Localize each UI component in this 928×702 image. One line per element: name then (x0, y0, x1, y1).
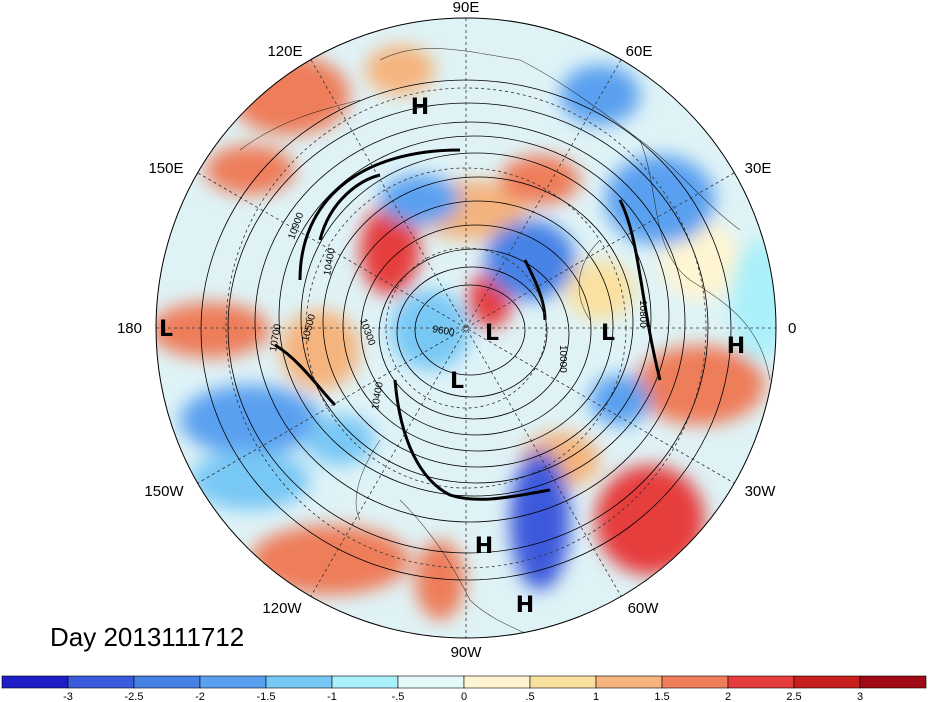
day-title: Day 2013111712 (50, 622, 244, 652)
colorbar-tick-label: -3 (63, 691, 73, 702)
colorbar-tick-label: 3 (857, 691, 863, 702)
colorbar-tick-label: 0 (461, 691, 467, 702)
colorbar-box (595, 675, 663, 689)
colorbar-box (727, 675, 795, 689)
high-pressure-label: H (516, 593, 534, 618)
colorbar-box (265, 675, 333, 689)
colorbar-box (397, 675, 465, 689)
lon-label-90w: 90W (451, 644, 483, 661)
colorbar-tick-label: .5 (525, 691, 534, 702)
colorbar-box (67, 675, 135, 689)
lon-label-30w: 30W (745, 483, 777, 500)
colorbar-box (199, 675, 267, 689)
colorbar-tick-label: 2 (725, 691, 731, 702)
colorbar-tick-label: 1.5 (654, 691, 669, 702)
colorbar-box (661, 675, 729, 689)
low-pressure-label: L (159, 317, 173, 342)
colorbar-tick-label: -.5 (392, 691, 405, 702)
colorbar-box (1, 675, 69, 689)
high-pressure-label: H (475, 534, 493, 559)
lon-label-150w: 150W (144, 483, 184, 500)
anomaly-field (156, 18, 776, 638)
colorbar-tick-label: 2.5 (786, 691, 801, 702)
contour-label: 10000 (557, 345, 568, 373)
lon-label-60e: 60E (626, 43, 653, 60)
lon-label-180: 180 (117, 320, 142, 337)
graticule (156, 18, 776, 638)
lon-label-150e: 150E (148, 160, 183, 177)
low-pressure-label: L (485, 321, 499, 346)
colorbar-box (463, 675, 531, 689)
contour-label: 10400 (370, 381, 386, 411)
colorbar-box (859, 675, 927, 689)
colorbar-box (331, 675, 399, 689)
contour-label: 10400 (322, 247, 338, 277)
coastlines (239, 48, 771, 638)
lon-label-120w: 120W (262, 600, 302, 617)
colorbar: -3 -2.5 -2 -1.5 -1 -.5 0 .5 1 1.5 2 2.5 3 (1, 675, 927, 702)
colorbar-box (133, 675, 201, 689)
contour-label: 10800 (637, 300, 648, 328)
longitude-labels: 90E 60E 30E 0 30W 60W 90W 120W 150W 180 … (117, 0, 796, 661)
colorbar-tick-label: -1 (327, 691, 337, 702)
colorbar-tick-label: -2 (195, 691, 205, 702)
lon-label-60w: 60W (628, 600, 660, 617)
low-pressure-label: L (450, 369, 464, 394)
colorbar-box (529, 675, 597, 689)
lon-label-120e: 120E (267, 43, 302, 60)
high-pressure-label: H (727, 334, 745, 359)
lon-label-0: 0 (788, 320, 796, 337)
contour-label: 9600 (431, 324, 455, 339)
map-border (155, 17, 777, 639)
high-pressure-label: H (411, 95, 429, 120)
pressure-centers: H L L L L H H H (159, 95, 745, 618)
contour-label: 10700 (268, 323, 284, 353)
colorbar-tick-label: 1 (593, 691, 599, 702)
lon-label-30e: 30E (745, 160, 772, 177)
colorbar-tick-label: -1.5 (257, 691, 276, 702)
low-pressure-label: L (601, 321, 615, 346)
colorbar-tick-label: -2.5 (125, 691, 144, 702)
height-contours (200, 79, 732, 581)
lon-label-90e: 90E (453, 0, 480, 16)
colorbar-box (793, 675, 861, 689)
